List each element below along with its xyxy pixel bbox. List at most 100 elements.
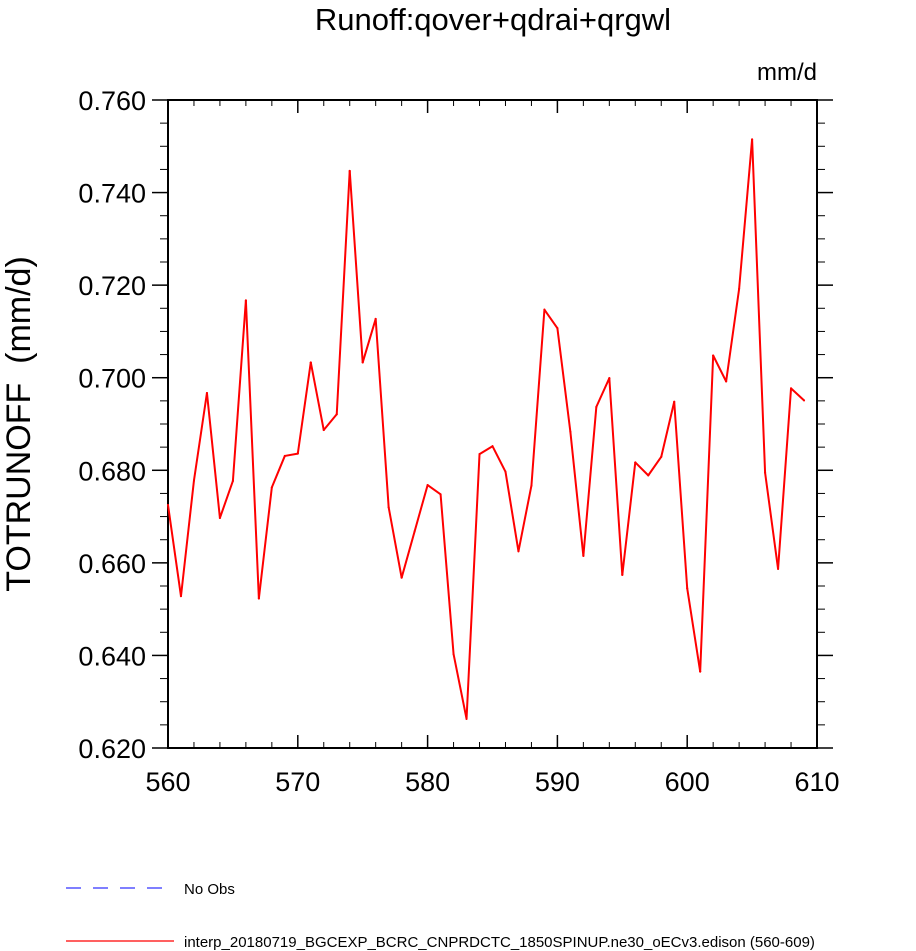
series-segment [387, 506, 403, 579]
data-point [712, 354, 715, 357]
data-point [699, 670, 702, 673]
series-segment [348, 169, 364, 364]
data-point [517, 550, 520, 553]
data-point [764, 471, 767, 474]
series-segment [167, 504, 182, 598]
series-segment [569, 430, 585, 557]
data-point [608, 377, 611, 380]
x-tick-label: 580 [405, 767, 450, 797]
data-point [413, 530, 416, 533]
series-segment [270, 454, 286, 489]
series-segment [452, 653, 468, 720]
data-point [348, 169, 351, 172]
series-segment [361, 317, 377, 364]
series-segment [296, 361, 312, 455]
data-point [660, 455, 663, 458]
series-segment [491, 445, 507, 473]
series-segment [608, 377, 624, 576]
y-tick-label: 0.620 [78, 734, 146, 764]
data-point [296, 452, 299, 455]
data-point [738, 287, 741, 290]
series-segment [712, 354, 728, 383]
data-point [361, 361, 364, 364]
data-point [595, 405, 598, 408]
y-tick-label: 0.700 [78, 364, 146, 394]
series-segment [751, 138, 767, 474]
series-segment [218, 479, 234, 519]
series-segment [413, 484, 429, 533]
data-point [374, 317, 377, 320]
series-segment [400, 530, 416, 579]
series-segment [725, 287, 741, 383]
x-tick-label: 590 [535, 767, 580, 797]
series-segment [478, 445, 494, 456]
series-segment [582, 405, 598, 557]
units-label: mm/d [757, 59, 817, 86]
y-axis-label: TOTRUNOFF (mm/d) [0, 256, 38, 592]
x-tick-label: 570 [275, 767, 320, 797]
plot-frame [167, 99, 818, 749]
y-tick-label: 0.720 [78, 271, 146, 301]
series-segment [192, 391, 208, 482]
data-point [309, 361, 312, 364]
series-segment [283, 452, 299, 457]
series-segment [231, 299, 247, 482]
axes: 560 570 580 590 600 610 0.620 0.640 0.660 0.680 0.… [78, 86, 839, 797]
data-point [504, 470, 507, 473]
series-segment [556, 327, 572, 433]
data-point [621, 573, 624, 576]
series-segment [595, 377, 611, 408]
data-point [569, 430, 572, 433]
data-point [257, 597, 260, 600]
data-point [673, 400, 676, 403]
y-tick-label: 0.760 [78, 86, 146, 116]
y-tick-label: 0.640 [78, 641, 146, 671]
data-point [452, 653, 455, 656]
series-segment [517, 484, 533, 553]
series-segment [322, 413, 338, 432]
series-segment [205, 391, 221, 519]
data-point [179, 595, 182, 598]
series-segment [621, 461, 637, 576]
data-point [244, 299, 247, 302]
series-segment [179, 479, 195, 598]
data-point [790, 387, 793, 390]
series-segment [426, 484, 442, 496]
series-segment [309, 361, 325, 432]
legend: No Obs interp_20180719_BGCEXP_BCRC_CNPRDC… [66, 881, 815, 951]
data-point [167, 504, 169, 506]
x-tick-label: 600 [665, 767, 710, 797]
data-point [231, 479, 234, 482]
series-segment [790, 387, 806, 402]
data-point [478, 453, 481, 456]
series-segment [699, 354, 715, 673]
series-segment [686, 587, 702, 673]
series-segment [504, 470, 520, 553]
series-segment [374, 317, 390, 509]
data-point [751, 138, 754, 141]
series-line [167, 138, 806, 720]
series-group [167, 138, 806, 720]
data-point [803, 399, 806, 402]
data-point [283, 454, 286, 457]
data-point [335, 413, 338, 416]
series-segment [777, 387, 793, 570]
series-segment [738, 138, 754, 290]
series-segment [257, 486, 273, 600]
series-segment [530, 308, 546, 487]
data-point [647, 474, 650, 477]
data-point [777, 567, 780, 570]
data-point [582, 554, 585, 557]
series-segment [673, 400, 689, 590]
y-tick-label: 0.740 [78, 179, 146, 209]
data-point [387, 506, 390, 509]
data-point [556, 327, 559, 330]
series-segment [439, 493, 455, 656]
chart-title: Runoff:qover+qdrai+qrgwl [315, 2, 671, 37]
legend-label: No Obs [184, 881, 235, 898]
x-tick-label: 560 [145, 767, 190, 797]
data-point [465, 717, 468, 720]
data-point [686, 587, 689, 590]
series-segment [543, 308, 559, 330]
